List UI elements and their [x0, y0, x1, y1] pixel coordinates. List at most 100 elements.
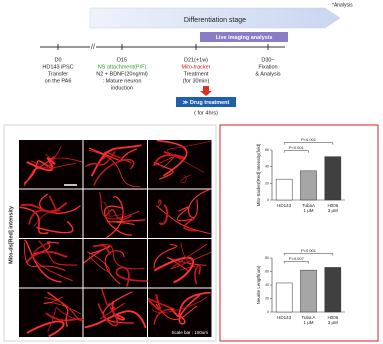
- y-tick-label: 40: [265, 283, 269, 287]
- event-line: N2 + BDNF(20ng/ml): [96, 71, 148, 77]
- neurite: [152, 297, 207, 313]
- stage-arrow: [89, 7, 341, 29]
- p-bracket: [283, 150, 309, 153]
- p-value: P=0.007: [289, 256, 305, 261]
- x-tick-note: 3 μM: [328, 320, 338, 325]
- x-tick-note: 3 μM: [328, 208, 338, 213]
- neurite: [99, 244, 144, 268]
- neurite: [102, 289, 116, 311]
- neurite: [195, 265, 200, 284]
- neurite: [24, 242, 65, 270]
- p-value: P<0.001: [289, 145, 305, 150]
- neurite: [178, 295, 199, 324]
- p-value: P<0.001: [301, 137, 317, 142]
- event-line: (for 30min): [183, 78, 210, 84]
- chart-panel: [219, 124, 379, 342]
- y-tick-label: 0: [267, 310, 269, 314]
- neurite: [39, 241, 78, 266]
- drug-duration: ( for 4hrs): [194, 110, 218, 116]
- y-tick-label: 60: [265, 148, 269, 152]
- p-bracket: [283, 253, 334, 256]
- neurite: [47, 147, 76, 170]
- event-line: on the PA6: [45, 78, 72, 84]
- y-tick-label: 0: [267, 198, 269, 202]
- micrograph: [148, 189, 212, 238]
- neurite: [85, 151, 115, 166]
- day: D15: [117, 57, 127, 63]
- bar: [300, 170, 317, 201]
- bar: [324, 156, 342, 201]
- x-tick-label: TubaA: [302, 203, 315, 208]
- micrograph: [19, 288, 83, 337]
- neurite: [27, 322, 64, 337]
- y-tick-label: 40: [265, 165, 269, 169]
- event-line: Treatment: [184, 71, 209, 77]
- neurite: [159, 205, 167, 224]
- neurite: [113, 301, 125, 320]
- neurite: [44, 298, 77, 319]
- event-line: : Mature neuron: [103, 78, 142, 84]
- row-label: Mito-ds[Red] intensity: [8, 205, 14, 264]
- live-box: [200, 32, 288, 42]
- y-tick-label: 20: [265, 296, 269, 300]
- neurite: [156, 206, 210, 234]
- neurite: [181, 175, 191, 183]
- scale-bar-label: Scale bar : 100um: [171, 330, 208, 335]
- neurite: [167, 141, 212, 173]
- x-tick-label: H006: [327, 203, 338, 208]
- neurite: [177, 207, 192, 221]
- micrograph: [83, 288, 147, 337]
- neurite: [171, 293, 211, 317]
- neurite: [171, 244, 211, 269]
- bar: [324, 267, 342, 313]
- event-line: induction: [111, 85, 133, 91]
- neurite: [29, 196, 56, 225]
- x-tick-label: HD143: [277, 203, 292, 208]
- neurite: [156, 304, 198, 320]
- drug-label: ≫ Drug treatment: [183, 100, 230, 106]
- neurite: [106, 197, 123, 238]
- p-bracket: [283, 261, 309, 264]
- neurite: [154, 258, 193, 283]
- events: D0 HD143 iPSC Transfer on the PA6 D15 NS…: [42, 44, 281, 91]
- neurite: [20, 207, 49, 233]
- neurite: [103, 202, 126, 217]
- neurite: [154, 157, 174, 168]
- neurite: [100, 152, 132, 162]
- neurite: [157, 141, 187, 176]
- neurite: [36, 221, 72, 233]
- event-line: Mito-tracker: [181, 64, 210, 70]
- neurite: [85, 311, 146, 328]
- neurite: [24, 156, 54, 185]
- x-tick-label: HD143: [277, 315, 292, 320]
- neurite: [184, 217, 196, 231]
- drug-arrow: [200, 86, 212, 96]
- event-line: HD143 iPSC: [42, 64, 73, 70]
- event-line: & Analysis: [255, 71, 281, 77]
- event-line: Fixation: [258, 64, 277, 70]
- neurite: [93, 245, 110, 254]
- neurite: [94, 160, 134, 186]
- event-line: Transfer: [48, 71, 68, 77]
- neurite: [21, 203, 67, 212]
- neurite: [167, 257, 207, 271]
- neurite: [98, 303, 117, 325]
- neurite: [89, 150, 141, 187]
- x-tick-note: 1 μM: [303, 208, 313, 213]
- image-grid: HD143 ControlTubastatin AH006: [19, 140, 212, 337]
- y-axis-label: Neurite Length(um): [256, 265, 261, 304]
- event-line: NS attachment(P/F): [98, 64, 147, 70]
- neurite: [99, 192, 139, 219]
- y-axis-label: Mito-tracker[Red] Intensity(fold): [256, 143, 261, 206]
- day: D21(+1w): [184, 57, 208, 63]
- p-bracket: [283, 142, 334, 145]
- neurite: [105, 251, 124, 284]
- neurite: [158, 200, 161, 207]
- day: D0: [54, 57, 61, 63]
- neurite: [154, 244, 177, 268]
- x-tick-label: H006: [327, 315, 338, 320]
- neurite: [180, 243, 195, 270]
- neurite: [48, 308, 83, 333]
- bar: [300, 269, 317, 313]
